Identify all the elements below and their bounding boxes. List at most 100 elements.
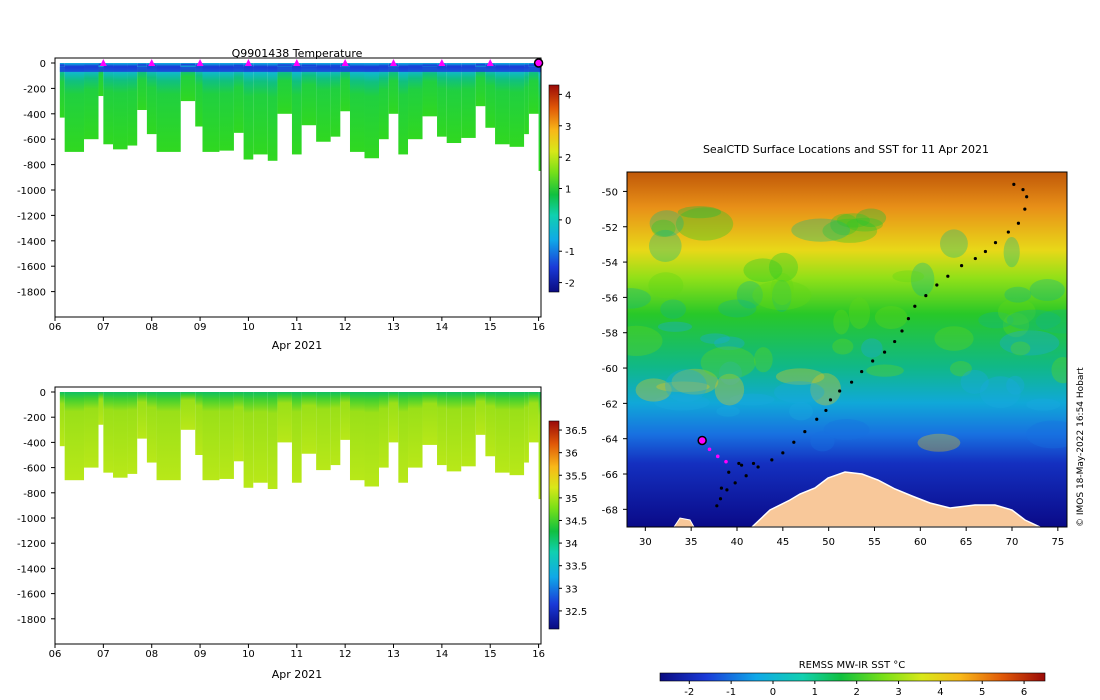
sst-patch — [978, 312, 1014, 329]
track-point — [727, 470, 731, 474]
profile-column — [528, 392, 539, 443]
profile-column — [219, 392, 234, 479]
profile-column — [64, 392, 85, 481]
sst-patch — [910, 262, 935, 297]
x-tick-label: 10 — [242, 322, 255, 333]
x-tick-label: 09 — [194, 649, 207, 660]
profile-column — [437, 63, 447, 137]
profile-column — [113, 63, 128, 150]
x-tick-label: 35 — [685, 537, 698, 548]
profile-column — [340, 63, 350, 112]
profile-column — [103, 63, 114, 145]
track-point — [893, 339, 897, 344]
profile-marker — [244, 59, 252, 66]
track-point — [824, 408, 828, 413]
chart-title: SealCTD Surface Locations and SST for 11… — [703, 143, 989, 156]
recent-track-point — [707, 447, 712, 452]
profile-column — [485, 392, 496, 457]
profile-marker — [486, 59, 494, 66]
sst-patch — [861, 338, 883, 358]
profile-column — [364, 63, 379, 159]
profile-column — [291, 63, 302, 155]
sst-patch — [671, 368, 719, 395]
profile-column — [509, 63, 525, 147]
sst-patch — [660, 299, 687, 319]
sst-patch — [729, 393, 775, 406]
profile-column — [301, 392, 317, 454]
y-tick-label: -400 — [23, 438, 46, 449]
axes: 30 35 40 45 50 55 60 65 70 75 -50 -52 -54 -56 -58 -60 -6… — [602, 187, 1065, 548]
seal-track — [697, 182, 1029, 508]
y-tick-label: -1800 — [17, 615, 46, 626]
sst-patch — [999, 330, 1060, 356]
profile-column — [137, 392, 147, 439]
profile-column — [475, 392, 486, 435]
y-tick-label: -800 — [23, 489, 46, 500]
profile-column — [330, 392, 341, 466]
colorbar-tick-label: 33.5 — [565, 562, 587, 573]
track-point — [1006, 230, 1010, 234]
y-tick-label: -1200 — [17, 211, 46, 222]
x-tick-label: 65 — [960, 537, 973, 548]
temperature-panel: Q9901438 Temperature 06 07 08 09 10 11 12 13 14 1… — [17, 47, 575, 352]
profile-column — [538, 63, 541, 171]
x-tick-label: 12 — [339, 649, 352, 660]
sst-patch — [1029, 279, 1065, 301]
profile-column — [253, 63, 268, 155]
sst-patch — [960, 369, 989, 394]
profile-column — [379, 63, 389, 140]
track-point — [973, 256, 977, 261]
x-tick-label: 16 — [532, 322, 545, 333]
profile-column — [127, 63, 138, 146]
profile-column — [408, 392, 423, 468]
y-tick-label: -1800 — [17, 288, 46, 299]
y-tick-label: -1000 — [17, 186, 46, 197]
track-point — [739, 463, 744, 467]
colorbar-tick-label: 4 — [565, 90, 571, 101]
track-point — [860, 369, 864, 374]
y-tick-label: -1400 — [17, 237, 46, 248]
track-point — [871, 359, 875, 363]
sst-patch — [939, 229, 968, 258]
x-tick-label: 11 — [290, 649, 303, 660]
colorbar-ticks: 36.5 36 35.5 35 34.5 34 33.5 33 32.5 — [559, 426, 587, 618]
sst-patch — [770, 272, 794, 306]
profile-column — [316, 63, 331, 142]
antarctica-land — [750, 471, 1041, 527]
track-point — [1025, 195, 1029, 199]
sst-patch — [752, 280, 812, 311]
profile-column — [233, 392, 244, 462]
profile-column — [340, 392, 350, 440]
sst-patch — [917, 433, 961, 452]
x-tick-label: 45 — [776, 537, 789, 548]
profile-column — [84, 63, 99, 140]
x-tick-label: 06 — [49, 322, 62, 333]
y-tick-label: -200 — [23, 84, 46, 95]
y-tick-label: -60 — [602, 364, 618, 375]
x-tick-label: 07 — [97, 322, 110, 333]
track-point — [993, 241, 998, 245]
sst-patch — [771, 279, 792, 313]
track-point — [913, 304, 917, 308]
profile-column — [408, 63, 423, 140]
x-tick-label: 50 — [822, 537, 835, 548]
sst-patch — [979, 376, 1021, 409]
sst-patch — [846, 217, 883, 232]
profile-column — [388, 63, 399, 114]
y-tick-label: -200 — [23, 413, 46, 424]
colorbar-label: REMSS MW-IR SST °C — [799, 660, 906, 671]
x-tick-label: 08 — [145, 322, 158, 333]
sst-patch — [836, 213, 870, 228]
x-tick-label: 16 — [532, 649, 545, 660]
sst-patch — [874, 306, 908, 329]
x-tick-label: 12 — [339, 322, 352, 333]
track-point — [900, 329, 904, 333]
colorbar — [659, 672, 1046, 682]
profile-column — [219, 63, 234, 151]
sst-patch — [1035, 309, 1067, 334]
sst-patch — [997, 298, 1036, 326]
profile-column — [485, 63, 496, 128]
y-tick-label: -800 — [23, 161, 46, 172]
track-point — [882, 350, 887, 354]
profile-column — [461, 63, 476, 138]
